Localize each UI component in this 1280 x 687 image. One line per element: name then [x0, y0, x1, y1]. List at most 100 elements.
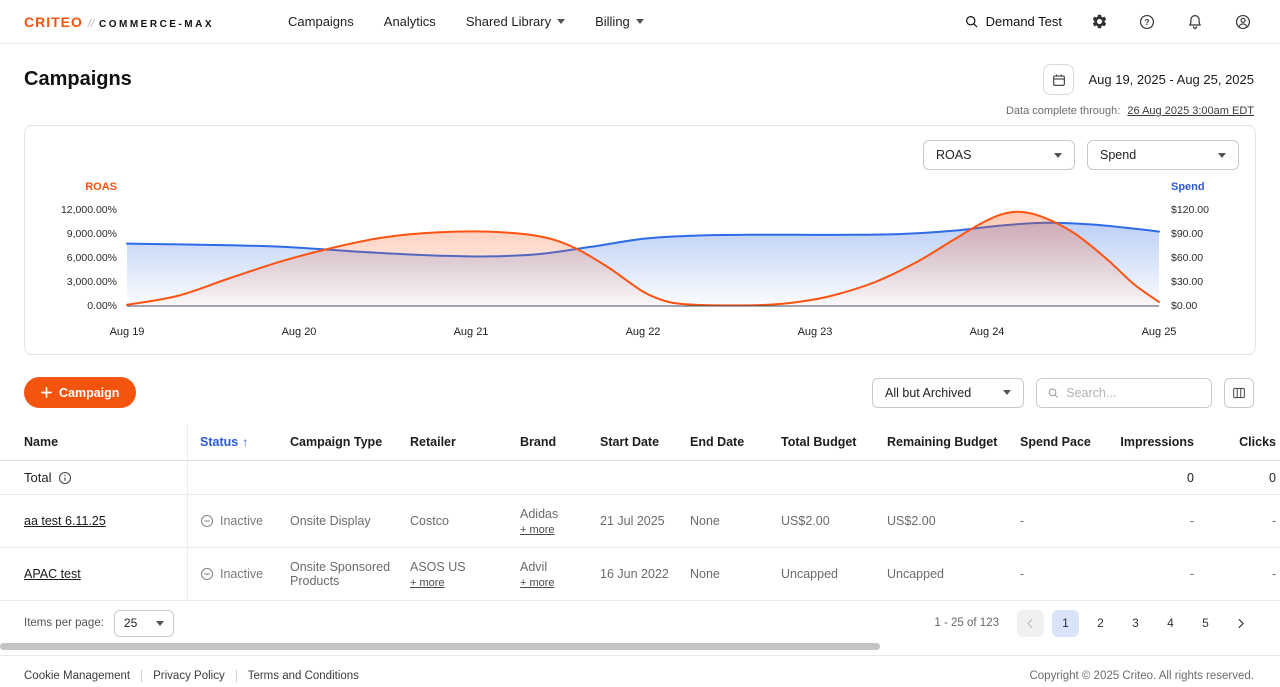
- footer-link[interactable]: Terms and Conditions: [247, 669, 359, 682]
- column-header-campaign-type[interactable]: Campaign Type: [290, 435, 383, 449]
- plus-icon: [41, 387, 52, 398]
- campaign-name-link[interactable]: aa test 6.11.25: [24, 514, 106, 528]
- column-header-remaining-budget[interactable]: Remaining Budget: [887, 435, 998, 449]
- items-per-page-label: Items per page:: [24, 617, 104, 629]
- column-settings-button[interactable]: [1224, 377, 1254, 408]
- nav-item-shared-library-label: Shared Library: [465, 14, 552, 29]
- nav-item-shared-library[interactable]: Shared Library: [465, 14, 566, 29]
- column-header-start-date[interactable]: Start Date: [600, 435, 660, 449]
- page-button-2[interactable]: 2: [1087, 610, 1114, 637]
- x-axis-tick-label: Aug 20: [281, 326, 317, 338]
- footer-link[interactable]: Privacy Policy: [153, 669, 225, 682]
- new-campaign-label: Campaign: [59, 385, 120, 400]
- remaining-budget-cell: Uncapped: [887, 567, 944, 581]
- date-picker-button[interactable]: [1043, 64, 1075, 95]
- page-button-1[interactable]: 1: [1052, 609, 1079, 637]
- column-header-retailer[interactable]: Retailer: [410, 435, 456, 449]
- nav-item-analytics[interactable]: Analytics: [383, 14, 436, 29]
- logo-text: CRITEO: [24, 13, 83, 30]
- brand-label: Advil: [520, 559, 548, 574]
- x-axis-tick-label: Aug 25: [1141, 326, 1177, 338]
- left-metric-select[interactable]: ROAS: [923, 140, 1075, 170]
- column-header-name[interactable]: Name: [0, 424, 188, 460]
- column-header-status[interactable]: Status ↑: [188, 424, 278, 460]
- left-axis-title: ROAS: [85, 181, 117, 193]
- retailer-cell: Costco: [398, 495, 508, 547]
- help-button[interactable]: ?: [1136, 11, 1158, 33]
- nav-item-campaigns[interactable]: Campaigns: [288, 14, 354, 29]
- columns-icon: [1233, 387, 1245, 398]
- right-metric-select[interactable]: Spend: [1087, 140, 1239, 170]
- main-nav: Campaigns Analytics Shared Library Billi…: [288, 14, 644, 29]
- campaign-name-link[interactable]: APAC test: [24, 567, 81, 581]
- status-filter-select[interactable]: All but Archived: [872, 377, 1024, 408]
- account-switcher[interactable]: Demand Test: [964, 14, 1062, 29]
- nav-item-billing[interactable]: Billing: [595, 14, 644, 29]
- items-per-page-select[interactable]: 25: [113, 609, 174, 637]
- axis-tick-label: $120.00: [1171, 204, 1209, 216]
- info-icon[interactable]: [58, 471, 72, 485]
- chart-canvas: [126, 210, 1160, 307]
- horizontal-scrollbar: [0, 643, 1280, 651]
- column-header-impressions[interactable]: Impressions: [1120, 435, 1194, 449]
- search-icon: [965, 16, 977, 28]
- axis-tick-label: $90.00: [1171, 228, 1204, 240]
- chevron-down-icon: [557, 19, 566, 24]
- page-button-3[interactable]: 3: [1122, 610, 1149, 637]
- start-date-cell: 21 Jul 2025: [600, 514, 665, 528]
- inactive-status-icon: [200, 514, 214, 528]
- data-complete-label: Data complete through:: [1005, 105, 1121, 117]
- search-input[interactable]: [1066, 385, 1201, 400]
- x-axis-tick-label: Aug 22: [625, 326, 661, 338]
- pagination-range-label: 1 - 25 of 123: [934, 617, 999, 629]
- table-toolbar: Campaign All but Archived: [0, 355, 1280, 408]
- chevron-down-icon: [1054, 152, 1062, 158]
- brand-more-link[interactable]: + more: [520, 576, 555, 589]
- column-header-end-date[interactable]: End Date: [690, 435, 745, 449]
- impressions-cell: -: [1189, 567, 1194, 581]
- date-range-label[interactable]: Aug 19, 2025 - Aug 25, 2025: [1088, 72, 1254, 87]
- x-axis-tick-label: Aug 23: [797, 326, 833, 338]
- axis-tick-label: 6,000.00%: [66, 252, 117, 264]
- table-header-row: Name Status ↑ Campaign Type Retailer Bra…: [0, 424, 1280, 461]
- remaining-budget-cell: US$2.00: [887, 514, 936, 528]
- help-icon: ?: [1139, 14, 1155, 29]
- new-campaign-button[interactable]: Campaign: [24, 377, 137, 408]
- items-per-page-value: 25: [123, 616, 138, 630]
- column-header-brand[interactable]: Brand: [520, 435, 557, 449]
- retailer-more-link[interactable]: + more: [410, 576, 445, 589]
- axis-tick-label: 9,000.00%: [66, 228, 117, 240]
- right-axis-title: Spend: [1171, 181, 1205, 193]
- axis-tick-label: 0.00%: [87, 300, 117, 312]
- column-header-spend-pace[interactable]: Spend Pace: [1020, 435, 1091, 449]
- search-icon: [1048, 388, 1058, 398]
- spend-pace-cell: -: [1020, 567, 1025, 581]
- gear-icon: [1092, 14, 1106, 29]
- column-header-total-budget[interactable]: Total Budget: [781, 435, 857, 449]
- bell-icon: [1189, 14, 1201, 29]
- page-button-4[interactable]: 4: [1157, 610, 1184, 637]
- next-page-button[interactable]: [1227, 610, 1254, 637]
- profile-button[interactable]: [1232, 11, 1254, 33]
- notifications-button[interactable]: [1184, 11, 1206, 33]
- previous-page-button[interactable]: [1017, 609, 1044, 637]
- end-date-cell: None: [690, 567, 720, 581]
- criteo-logo[interactable]: CRITEO // COMMERCE-MAX: [24, 14, 214, 30]
- status-label: Inactive: [220, 567, 264, 581]
- column-header-clicks[interactable]: Clicks: [1239, 435, 1276, 449]
- axis-tick-label: $30.00: [1171, 276, 1204, 288]
- performance-chart-card: ROAS Spend ROAS 12,000.00% 9,000.00% 6,000…: [24, 125, 1256, 355]
- column-header-status-label: Status: [200, 435, 239, 449]
- data-complete-link[interactable]: 26 Aug 2025 3:00am EDT: [1127, 105, 1254, 117]
- scrollbar-thumb[interactable]: [0, 643, 880, 650]
- page-button-5[interactable]: 5: [1192, 610, 1219, 637]
- settings-button[interactable]: [1088, 11, 1110, 33]
- total-label: Total: [24, 470, 52, 485]
- footer-divider: [141, 669, 143, 682]
- brand-more-link[interactable]: + more: [520, 523, 555, 536]
- logo-separator: //: [87, 17, 95, 30]
- footer-link[interactable]: Cookie Management: [24, 669, 131, 682]
- account-switcher-label: Demand Test: [985, 14, 1062, 29]
